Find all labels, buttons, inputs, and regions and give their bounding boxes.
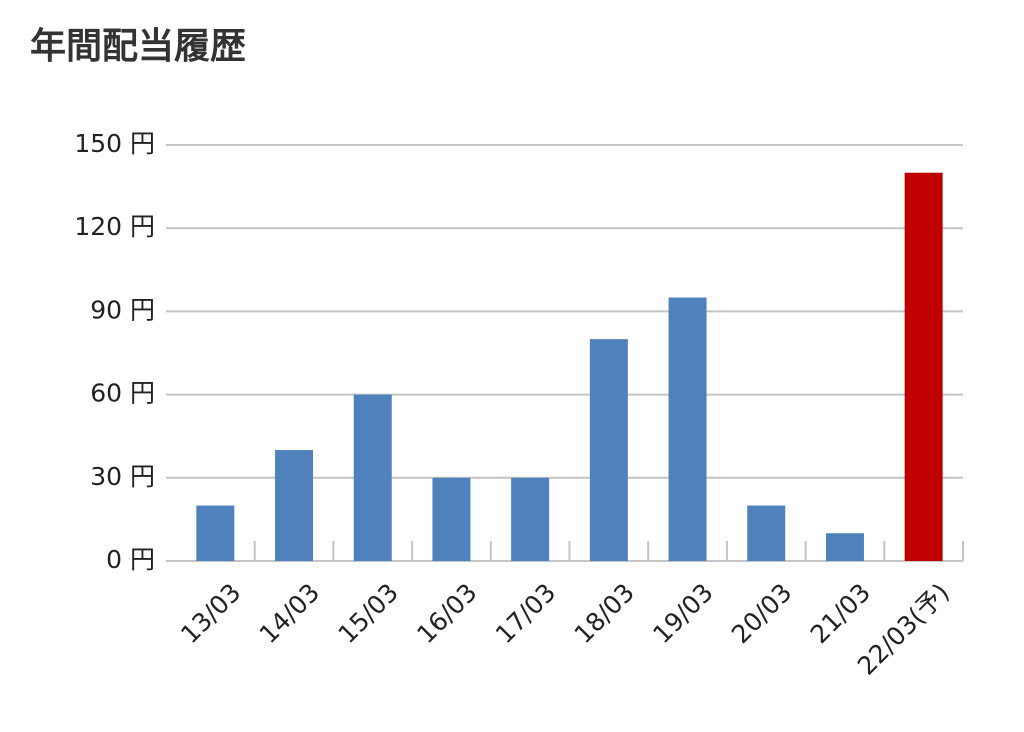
x-tick-label: 18/03 [569,578,640,649]
bar [668,297,707,561]
bar [353,394,392,561]
x-tick-label: 15/03 [332,578,403,649]
x-tick-label: 21/03 [805,578,876,649]
bar [432,477,471,561]
x-tick-label: 19/03 [647,578,718,649]
y-tick-label: 120 円 [74,212,155,241]
y-tick-label: 90 円 [90,295,155,324]
chart-title: 年間配当履歴 [30,26,246,67]
bar [747,505,786,561]
y-tick-label: 0 円 [106,545,155,574]
bar [589,339,628,561]
x-tick-label: 13/03 [175,578,246,649]
x-tick-label: 17/03 [490,578,561,649]
y-tick-label: 60 円 [90,379,155,408]
x-tick-label: 20/03 [726,578,797,649]
x-tick-label: 16/03 [411,578,482,649]
bar [511,477,550,561]
y-tick-label: 30 円 [90,462,155,491]
bar [904,172,943,561]
bar [825,533,864,561]
bar [196,505,235,561]
y-tick-label: 150 円 [74,129,155,158]
bar [275,450,314,561]
x-tick-label: 14/03 [254,578,325,649]
